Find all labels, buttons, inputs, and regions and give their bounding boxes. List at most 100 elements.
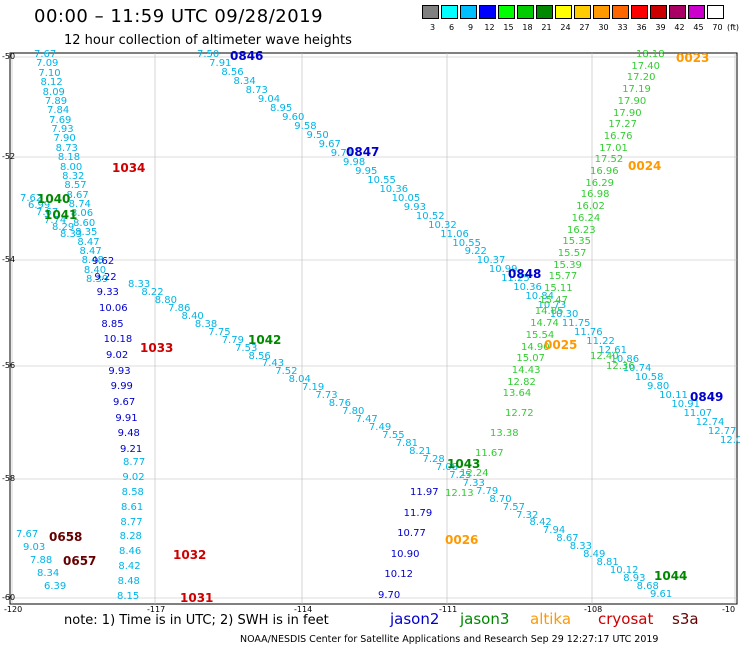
latitude-tick-label: -60 (2, 593, 16, 602)
wave-height-value: 8.74 (68, 199, 91, 210)
wave-height-value: 8.35 (75, 227, 98, 239)
wave-height-value: 8.42 (529, 517, 552, 529)
wave-height-value: 10.91 (671, 399, 700, 411)
wave-height-value: 11.22 (586, 336, 615, 348)
wave-height-value: 15.47 (539, 294, 569, 306)
wave-height-value: 8.40 (181, 310, 204, 322)
pass-time-label: 0657 (63, 554, 97, 568)
pass-time-label: 1032 (173, 548, 207, 562)
colorbar-swatch (688, 5, 705, 19)
wave-height-value: 7.74 (44, 214, 67, 226)
colorbar-label: 42 (674, 23, 685, 32)
wave-height-value: 8.56 (248, 350, 271, 362)
wave-height-value: 7.47 (355, 414, 378, 426)
pass-time-label: 1044 (654, 569, 688, 583)
latitude-tick-label: -52 (2, 152, 16, 161)
latitude-tick-label: -58 (2, 474, 16, 483)
wave-height-value: 17.52 (594, 154, 624, 166)
wave-height-value: 7.28 (422, 453, 445, 465)
wave-height-value: 15.77 (548, 271, 578, 283)
wave-height-value: 12.72 (505, 408, 534, 419)
wave-height-value: 10.99 (488, 264, 518, 276)
wave-height-value: 9.02 (122, 471, 145, 483)
wave-height-value: 8.22 (141, 286, 164, 298)
wave-height-value: 9.99 (110, 381, 133, 393)
wave-height-value: 8.73 (55, 142, 78, 154)
wave-height-value: 7.94 (542, 525, 566, 537)
wave-height-value: 16.76 (603, 130, 633, 142)
wave-height-value: 11.76 (574, 327, 603, 339)
wave-height-value: 14.74 (530, 318, 559, 330)
wave-height-value: 10.12 (384, 569, 414, 581)
latitude-tick-label: -50 (2, 52, 16, 61)
wave-height-value: 10.32 (428, 219, 457, 231)
wave-height-value: 7.55 (382, 430, 405, 442)
wave-height-value: 9.93 (403, 201, 427, 213)
wave-height-value: 9.58 (294, 120, 317, 132)
wave-height-value: 8.81 (596, 557, 619, 569)
wave-height-value: 8.40 (83, 264, 107, 276)
footer-note: note: 1) Time is in UTC; 2) SWH is in fe… (64, 613, 329, 628)
wave-height-value: 8.80 (154, 294, 178, 306)
wave-height-value: 8.33 (569, 541, 592, 553)
wave-height-value: 12.40 (590, 351, 619, 362)
colorbar-swatch (650, 5, 667, 19)
pass-time-label: 0023 (676, 51, 710, 65)
wave-height-value: 14.90 (521, 341, 550, 353)
wave-height-value: 8.04 (288, 374, 311, 386)
wave-height-value: 7.89 (44, 95, 68, 107)
colorbar-label: 39 (655, 23, 666, 32)
colorbar-label: 9 (467, 23, 474, 32)
colorbar-label: 12 (484, 23, 495, 32)
wave-height-value: 8.33 (60, 229, 83, 240)
wave-height-value: 10.30 (549, 309, 579, 321)
colorbar-swatch (498, 5, 515, 19)
wave-height-value: 7.53 (235, 342, 258, 354)
satellite-legend-item: jason2 (390, 610, 440, 628)
pass-time-label: 1040 (37, 192, 71, 206)
wave-height-value: 8.57 (64, 180, 87, 192)
wave-height-value: 8.77 (120, 516, 143, 528)
wave-height-value: 9.50 (306, 129, 329, 141)
wave-height-value: 16.29 (585, 177, 615, 189)
wave-height-value: 16.96 (590, 166, 619, 177)
wave-height-value: 8.48 (117, 576, 140, 588)
longitude-tick-label: -120 (4, 605, 23, 614)
wave-height-value: 10.73 (537, 300, 567, 312)
colorbar-swatch (441, 5, 458, 19)
wave-height-value: 7.91 (209, 57, 232, 69)
longitude-tick-label: -117 (147, 605, 166, 614)
satellite-legend-item: altika (530, 610, 572, 628)
wave-height-value: 12.0 (720, 435, 740, 446)
wave-height-value: 8.34 (37, 568, 60, 579)
wave-height-value: 14.43 (511, 364, 541, 376)
wave-height-value: 7.49 (368, 422, 392, 434)
longitude-tick-label: -10 (722, 605, 736, 614)
wave-height-value: 15.39 (553, 259, 582, 271)
wave-height-value: 12.61 (598, 345, 627, 357)
wave-height-value: 11.07 (683, 408, 713, 420)
wave-height-value: 7.69 (49, 114, 72, 126)
wave-height-value: 8.06 (70, 208, 94, 220)
pass-time-label: 0024 (628, 159, 662, 173)
wave-height-value: 7.50 (197, 49, 220, 60)
wave-height-value: 10.90 (390, 548, 420, 560)
wave-height-value: 15.54 (525, 329, 555, 341)
wave-height-value: 7.84 (47, 105, 70, 117)
wave-height-value: 8.47 (77, 236, 100, 248)
wave-height-value: 9.04 (257, 93, 281, 105)
wave-height-value: 17.01 (599, 142, 628, 154)
pass-time-label: 1034 (112, 161, 146, 175)
longitude-tick-label: -114 (294, 605, 313, 614)
wave-height-value: 9.02 (106, 350, 129, 361)
colorbar-swatch (536, 5, 553, 19)
wave-height-value: 9.93 (108, 365, 131, 377)
wave-height-value: 10.55 (452, 237, 482, 249)
wave-height-value: 8.76 (328, 398, 352, 410)
wave-height-value: 18.18 (636, 49, 665, 60)
wave-height-value: 7.33 (462, 477, 485, 489)
colorbar-swatch (631, 5, 648, 19)
pass-time-label: 0848 (508, 267, 542, 281)
wave-height-value: 8.42 (118, 561, 141, 573)
wave-height-value: 9.70 (378, 590, 401, 601)
